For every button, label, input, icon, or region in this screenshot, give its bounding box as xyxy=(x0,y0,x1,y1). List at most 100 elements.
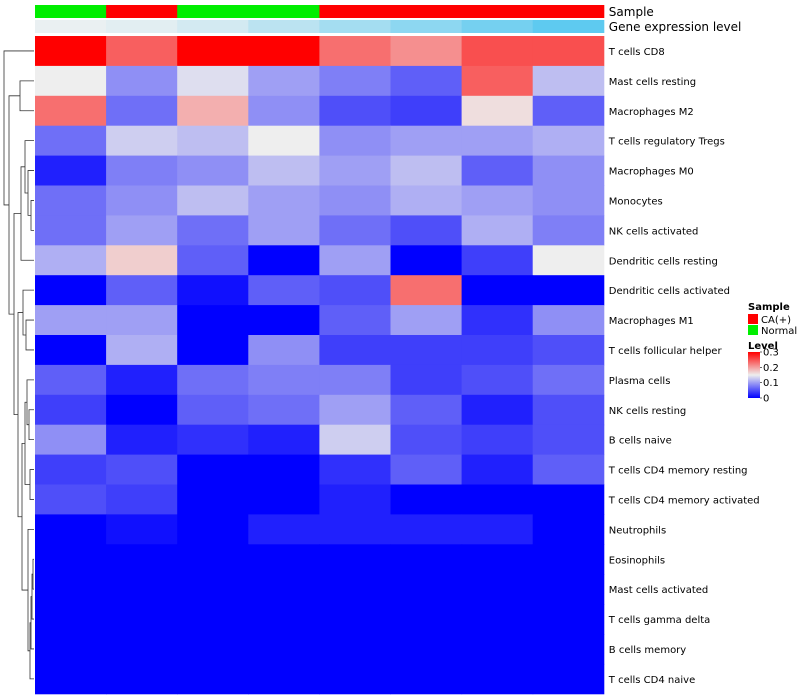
legend-sample-item: CA(+) xyxy=(761,315,791,326)
legend-sample-swatch xyxy=(748,325,758,335)
sample-annotation-cell xyxy=(248,5,320,18)
heatmap-cell xyxy=(319,215,391,246)
row-label: T cells regulatory Tregs xyxy=(608,137,725,148)
row-label: Neutrophils xyxy=(609,525,666,536)
legend-sample-title: Sample xyxy=(748,302,790,313)
sample-annotation-cell xyxy=(106,5,178,18)
heatmap-cell xyxy=(106,65,178,97)
heatmap-cell xyxy=(319,125,391,157)
legend-level-gradient xyxy=(748,352,760,398)
heatmap-cell xyxy=(319,394,391,426)
heatmap-cell xyxy=(532,335,605,366)
heatmap-cell xyxy=(461,424,534,456)
heatmap-cell xyxy=(461,484,534,515)
heatmap-cell xyxy=(319,544,391,575)
row-label: Monocytes xyxy=(609,196,663,207)
row-dendrogram xyxy=(3,50,34,680)
heatmap-cell xyxy=(177,514,249,545)
heatmap-cell xyxy=(390,484,463,515)
heatmap-cell xyxy=(461,305,534,336)
row-label: Macrophages M2 xyxy=(609,107,694,118)
heatmap-cell xyxy=(319,275,391,306)
heatmap-cell xyxy=(106,185,178,216)
heatmap-cell xyxy=(177,454,249,485)
heatmap-cell xyxy=(461,275,534,306)
heatmap-cell xyxy=(106,634,178,665)
heatmap-cell xyxy=(35,574,107,605)
heatmap-cell xyxy=(532,544,605,575)
heatmap-cell xyxy=(390,185,463,216)
sample-annotation-cell xyxy=(532,5,605,18)
row-label: Mast cells activated xyxy=(609,585,708,596)
heatmap-cell xyxy=(461,125,534,157)
heatmap-cell xyxy=(35,95,107,127)
heatmap-cell xyxy=(177,65,249,97)
expression-annotation-cell xyxy=(532,20,605,33)
row-label: T cells CD4 memory activated xyxy=(608,495,760,506)
heatmap-cell xyxy=(248,484,320,515)
sample-annotation-cell xyxy=(461,5,534,18)
heatmap-cell xyxy=(390,364,463,396)
heatmap-cell xyxy=(319,305,391,336)
row-label: T cells follicular helper xyxy=(608,346,723,357)
heatmap-cell xyxy=(248,634,320,665)
heatmap-cell xyxy=(35,125,107,157)
heatmap-cell xyxy=(35,634,107,665)
heatmap-cell xyxy=(390,335,463,366)
heatmap-cell xyxy=(461,544,534,575)
row-label: T cells CD4 memory resting xyxy=(608,466,748,477)
heatmap-cell xyxy=(106,484,178,515)
heatmap-cell xyxy=(319,36,391,67)
heatmap-cell xyxy=(106,574,178,605)
heatmap-cell xyxy=(532,663,605,695)
heatmap-cell xyxy=(390,394,463,426)
heatmap-cell xyxy=(390,95,463,127)
heatmap-cell xyxy=(390,574,463,605)
heatmap-cell xyxy=(390,663,463,695)
heatmap-cell xyxy=(390,305,463,336)
heatmap-cell xyxy=(177,155,249,186)
heatmap-cell xyxy=(390,155,463,186)
heatmap-cell xyxy=(390,215,463,246)
heatmap-cell xyxy=(461,215,534,246)
heatmap-cell xyxy=(319,335,391,366)
heatmap-cell xyxy=(390,245,463,276)
heatmap-cell xyxy=(319,634,391,665)
heatmap-cell xyxy=(248,185,320,216)
row-label: Dendritic cells activated xyxy=(609,286,730,297)
expression-annotation-cell xyxy=(461,20,534,33)
legend-level-tick-label: 0.3 xyxy=(763,348,779,359)
legend-sample-item: Normal xyxy=(761,326,797,337)
heatmap-cell xyxy=(248,364,320,396)
heatmap-cell xyxy=(177,335,249,366)
heatmap-cell xyxy=(177,604,249,635)
sample-annotation-cell xyxy=(390,5,463,18)
heatmap-cell xyxy=(106,364,178,396)
heatmap-cell xyxy=(106,95,178,127)
heatmap-cell xyxy=(390,65,463,97)
heatmap-cell xyxy=(248,36,320,67)
heatmap-cell xyxy=(461,663,534,695)
heatmap-cell xyxy=(106,245,178,276)
heatmap-cell xyxy=(248,245,320,276)
heatmap-cell xyxy=(532,155,605,186)
heatmap-cell xyxy=(532,634,605,665)
heatmap-cell xyxy=(177,634,249,665)
heatmap-cell xyxy=(532,484,605,515)
expression-annotation-cell xyxy=(106,20,178,33)
row-label: B cells memory xyxy=(609,645,686,656)
row-label: T cells CD4 naive xyxy=(608,675,695,686)
heatmap-cell xyxy=(248,275,320,306)
heatmap-cell xyxy=(106,663,178,695)
heatmap-cell xyxy=(319,185,391,216)
legend-level-tick-label: 0.2 xyxy=(763,363,779,374)
heatmap-cell xyxy=(106,36,178,67)
heatmap-cell xyxy=(35,364,107,396)
heatmap-cell xyxy=(319,245,391,276)
heatmap-cell xyxy=(248,95,320,127)
heatmap-cell xyxy=(532,574,605,605)
heatmap-cell xyxy=(106,394,178,426)
heatmap-cell xyxy=(248,65,320,97)
heatmap-cell xyxy=(532,36,605,67)
